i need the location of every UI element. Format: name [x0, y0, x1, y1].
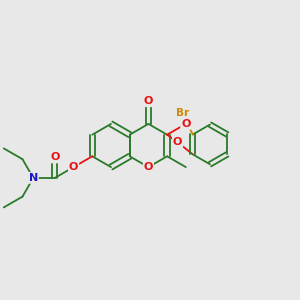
Text: O: O: [144, 162, 153, 172]
Text: O: O: [69, 162, 78, 172]
Text: O: O: [50, 152, 60, 162]
Text: Br: Br: [176, 108, 189, 118]
Text: O: O: [144, 96, 153, 106]
Text: N: N: [29, 173, 38, 183]
Text: O: O: [181, 119, 190, 129]
Text: O: O: [173, 137, 182, 147]
